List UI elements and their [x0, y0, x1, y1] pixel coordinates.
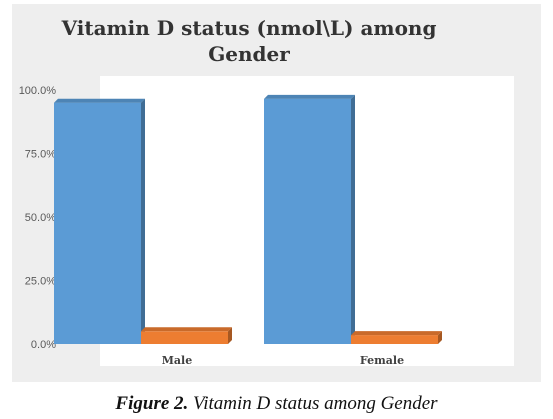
- bar: [54, 102, 141, 344]
- bar-top: [264, 94, 355, 99]
- bar: [264, 98, 351, 344]
- chart-frame: Vitamin D status (nmol\L) among Gender 0…: [12, 4, 541, 382]
- bar-top: [141, 327, 232, 332]
- x-axis-labels: Male Female: [162, 354, 404, 367]
- x-category-label: Female: [360, 354, 404, 367]
- figure-caption: Figure 2. Vitamin D status among Gender: [0, 393, 553, 415]
- y-axis-ticks: 0.0% 25.0% 50.0% 75.0% 100.0%: [19, 85, 57, 351]
- y-tick-label: 25.0%: [25, 276, 56, 288]
- bar: [141, 331, 228, 344]
- bar-side: [351, 94, 355, 344]
- x-category-label: Male: [162, 354, 192, 367]
- bar: [351, 335, 438, 344]
- chart-title-line-1: Vitamin D status (nmol\L) among: [61, 16, 437, 40]
- bar-top: [351, 331, 442, 336]
- y-tick-label: 50.0%: [25, 212, 56, 224]
- bar-side: [438, 331, 442, 344]
- bar-side: [141, 98, 145, 344]
- caption-label: Figure 2.: [115, 393, 189, 414]
- y-tick-label: 0.0%: [31, 339, 56, 351]
- bars: [54, 94, 442, 344]
- bar-side: [228, 327, 232, 344]
- caption-text: Vitamin D status among Gender: [193, 393, 438, 414]
- y-tick-label: 100.0%: [19, 85, 57, 97]
- chart-title-line-2: Gender: [208, 42, 290, 66]
- chart-svg: Vitamin D status (nmol\L) among Gender 0…: [19, 16, 514, 367]
- y-tick-label: 75.0%: [25, 149, 56, 161]
- bar-top: [54, 98, 145, 103]
